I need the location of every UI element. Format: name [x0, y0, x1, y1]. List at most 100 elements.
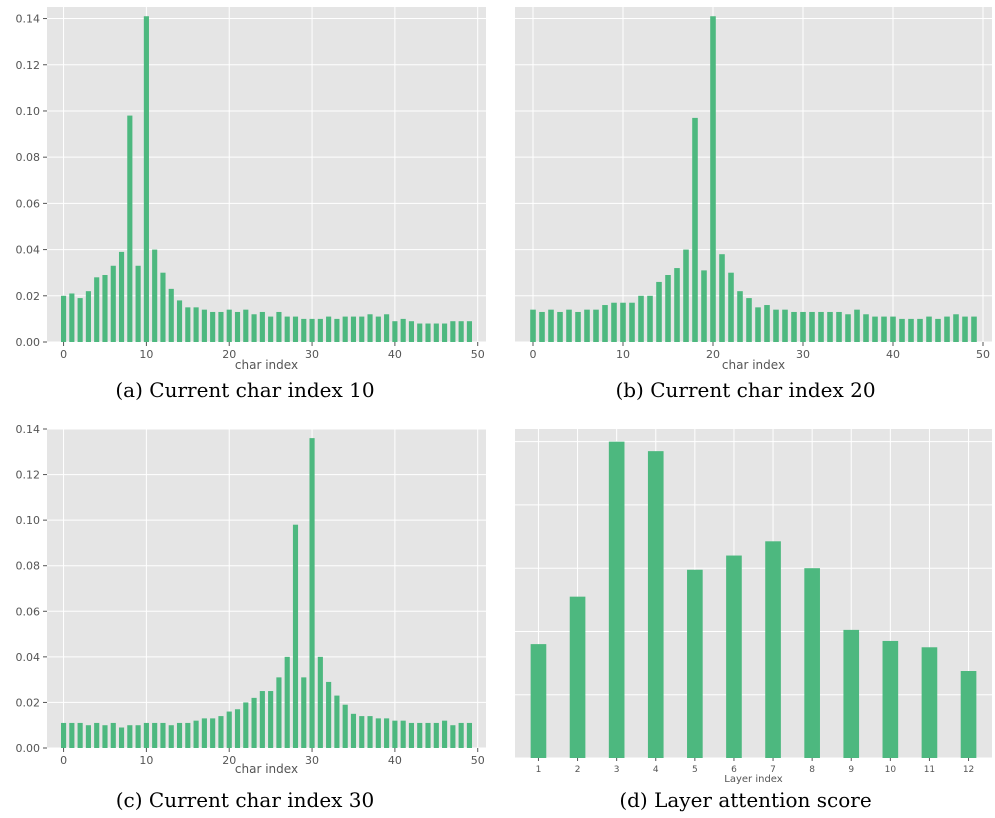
bar	[442, 720, 448, 748]
bar	[765, 541, 781, 758]
x-tick-label: 7	[770, 765, 776, 775]
bar	[317, 656, 323, 748]
bar	[259, 691, 265, 748]
x-tick-label: 40	[388, 754, 402, 767]
bar	[102, 275, 108, 342]
panel-a: 0.00 0.02 0.04 0.06 0.08 0.10 0.12 0.14 0 10 20 30 4…	[0, 0, 490, 409]
bar	[367, 716, 373, 748]
bar	[226, 309, 232, 342]
bar	[77, 722, 83, 748]
bar	[466, 722, 473, 748]
bar	[350, 713, 357, 748]
bar	[94, 722, 100, 748]
bar	[309, 438, 315, 748]
bar	[268, 691, 274, 748]
x-axis-label: char index	[235, 358, 298, 372]
bar	[450, 321, 456, 342]
x-tick-label: 20	[222, 348, 236, 361]
bar	[276, 311, 282, 342]
bar	[960, 671, 977, 758]
bar	[530, 644, 547, 758]
bar	[284, 656, 290, 748]
plot-background	[515, 429, 992, 758]
bar	[210, 311, 216, 342]
bar	[118, 727, 125, 748]
bar	[890, 316, 896, 342]
caption-d: (d) Layer attention score	[619, 788, 872, 812]
x-axis-label: char index	[722, 358, 785, 372]
x-tick-label: 9	[848, 765, 854, 775]
bar	[719, 254, 725, 342]
x-tick-label: 50	[976, 348, 990, 361]
bar	[935, 318, 941, 342]
bar	[350, 316, 357, 342]
bar	[317, 318, 323, 342]
bar	[301, 318, 307, 342]
bar	[433, 722, 439, 748]
bar	[284, 316, 290, 342]
bar	[60, 722, 67, 748]
bar	[176, 722, 183, 748]
caption-b: (b) Current char index 20	[615, 378, 876, 402]
bar	[176, 300, 183, 342]
x-tick-label: 40	[388, 348, 402, 361]
bar	[392, 321, 398, 342]
bar	[359, 716, 365, 748]
x-tick-label: 30	[796, 348, 810, 361]
x-tick-label: 3	[614, 765, 620, 775]
bar	[408, 722, 415, 748]
bar	[234, 311, 241, 342]
bar	[185, 722, 191, 748]
bar	[110, 265, 116, 342]
x-tick-label: 20	[706, 348, 720, 361]
bar	[575, 311, 581, 342]
x-tick-label: 20	[222, 754, 236, 767]
bar	[193, 307, 199, 342]
bar	[584, 309, 590, 342]
bar	[384, 314, 390, 342]
x-axis-label: Layer index	[724, 774, 783, 785]
y-tick-label: 0.04	[16, 244, 41, 257]
x-tick-label: 0	[60, 754, 67, 767]
bar	[69, 722, 75, 748]
bar	[326, 681, 332, 748]
bar	[962, 316, 968, 342]
bar	[665, 275, 671, 342]
bar	[539, 311, 545, 342]
bar	[566, 309, 572, 342]
bar	[433, 323, 439, 342]
bar	[836, 311, 842, 342]
bar	[425, 323, 431, 342]
y-tick-label: 0.12	[16, 59, 41, 72]
y-tick-label: 0.08	[16, 560, 41, 573]
x-tick-label: 30	[305, 348, 319, 361]
y-tick-label: 0.12	[16, 469, 41, 482]
bar	[728, 272, 734, 342]
bar	[168, 725, 174, 748]
bar	[755, 307, 761, 342]
bar	[843, 629, 860, 758]
bar	[152, 249, 158, 342]
bar	[69, 293, 75, 342]
bar	[442, 323, 448, 342]
bar	[77, 298, 83, 342]
bar	[692, 117, 698, 343]
bar	[127, 725, 133, 748]
bar	[400, 720, 406, 748]
bar	[135, 265, 141, 342]
bar	[85, 725, 91, 748]
bar	[326, 316, 332, 342]
y-tick-label: 0.00	[16, 742, 41, 755]
x-tick-label: 30	[305, 754, 319, 767]
bar	[450, 725, 456, 748]
x-tick-label: 11	[924, 765, 935, 775]
bar	[791, 311, 797, 342]
x-tick-label: 1	[536, 765, 542, 775]
bar	[375, 718, 381, 748]
bar	[118, 251, 125, 342]
bar	[251, 697, 257, 748]
bar	[160, 722, 166, 748]
bar	[400, 318, 406, 342]
bar	[656, 281, 662, 342]
y-tick-label: 0.14	[16, 423, 41, 436]
